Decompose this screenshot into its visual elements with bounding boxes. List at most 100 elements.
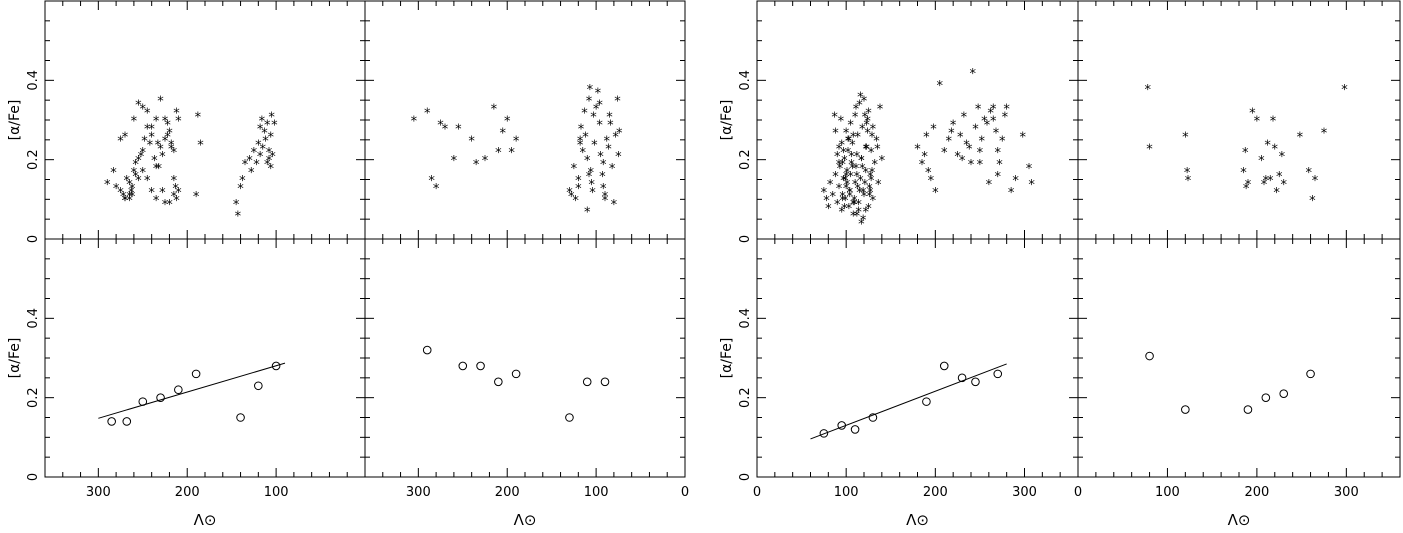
data-point: * — [140, 166, 147, 181]
panel-frame — [1077, 238, 1401, 478]
x-tick-label: 100 — [834, 485, 859, 500]
data-point: * — [1019, 130, 1026, 145]
data-point — [511, 369, 521, 379]
panel-right-top-left: 00.20.4[α/Fe]***************************… — [719, 0, 1079, 243]
data-point: * — [1280, 178, 1287, 193]
data-point — [837, 421, 847, 430]
data-point: * — [126, 178, 133, 193]
data-point: * — [842, 194, 849, 209]
data-point: * — [851, 194, 858, 209]
data-point: * — [850, 210, 857, 225]
data-point: * — [164, 118, 171, 133]
data-point: * — [869, 166, 876, 181]
data-point — [1306, 369, 1315, 379]
data-point: * — [849, 162, 856, 177]
y-axis-label: [α/Fe] — [7, 100, 23, 141]
x-tick-label: 200 — [175, 485, 200, 500]
data-point: * — [584, 206, 591, 221]
x-tick-label: 300 — [1334, 485, 1359, 500]
data-point: * — [948, 126, 955, 141]
panels-group: 00.20.4[α/Fe]***************************… — [7, 0, 1401, 529]
data-point: * — [257, 150, 264, 165]
data-point: * — [999, 134, 1006, 149]
data-point: * — [862, 111, 869, 126]
data-point: * — [950, 118, 957, 133]
data-point: * — [135, 154, 142, 169]
data-point: * — [853, 103, 860, 118]
data-point: * — [568, 190, 575, 205]
data-point: * — [945, 134, 952, 149]
data-point: * — [117, 186, 124, 201]
x-tick-label: 200 — [1244, 485, 1269, 500]
data-point: * — [268, 111, 275, 126]
data-point: * — [842, 174, 849, 189]
data-point: * — [162, 115, 169, 130]
data-point: * — [978, 134, 985, 149]
data-point: * — [588, 166, 595, 181]
data-point: * — [260, 142, 267, 157]
data-point: * — [877, 103, 884, 118]
y-tick-label: 0.4 — [738, 308, 753, 329]
data-point: * — [937, 79, 944, 94]
data-point: * — [963, 138, 970, 153]
data-point: * — [1245, 178, 1252, 193]
data-point: * — [1002, 111, 1009, 126]
data-point: * — [847, 170, 854, 185]
data-point: * — [834, 150, 841, 165]
data-point: * — [1249, 107, 1256, 122]
data-point: * — [604, 134, 611, 149]
data-point — [600, 377, 610, 387]
data-point: * — [870, 122, 877, 137]
data-point: * — [104, 178, 111, 193]
x-axis-label: Λ⊙ — [906, 511, 929, 529]
data-point: * — [566, 186, 573, 201]
data-point: * — [977, 146, 984, 161]
x-axis-label: Λ⊙ — [514, 511, 537, 529]
data-point: * — [135, 174, 142, 189]
data-point: * — [852, 178, 859, 193]
data-point: * — [433, 182, 440, 197]
data-point: * — [239, 174, 246, 189]
x-tick-label: 200 — [923, 485, 948, 500]
data-point: * — [858, 154, 865, 169]
data-point: * — [873, 134, 880, 149]
data-point: * — [193, 190, 200, 205]
data-point: * — [129, 190, 136, 205]
data-point: * — [838, 138, 845, 153]
data-point: * — [131, 115, 138, 130]
panel-left-bottom-left: 0 0.2 0.4[α/Fe] 300 200 100 Λ⊙ — [7, 238, 366, 529]
data-point: * — [843, 126, 850, 141]
y-tick-label: 0 — [26, 473, 41, 481]
data-point: * — [836, 158, 843, 173]
data-point: * — [841, 154, 848, 169]
data-point: * — [1185, 174, 1192, 189]
data-point: * — [832, 126, 839, 141]
data-point: * — [513, 134, 520, 149]
data-point: * — [848, 158, 855, 173]
data-point: * — [586, 95, 593, 110]
data-point: * — [268, 162, 275, 177]
data-point: * — [589, 186, 596, 201]
data-point: * — [1276, 170, 1283, 185]
data-point: * — [157, 95, 164, 110]
panel-frame — [756, 0, 1079, 240]
data-point — [476, 361, 485, 371]
data-point: * — [612, 130, 619, 145]
data-point: * — [242, 158, 249, 173]
data-point: * — [868, 174, 875, 189]
data-point: * — [616, 126, 623, 141]
data-point: * — [153, 115, 160, 130]
data-point: * — [248, 166, 255, 181]
data-point — [271, 361, 281, 371]
panel-frame — [364, 238, 686, 478]
data-point: * — [854, 150, 861, 165]
data-point: * — [508, 146, 515, 161]
panel-left-bottom-right: 300 200 100 0 Λ⊙ — [364, 238, 689, 529]
data-point: * — [264, 158, 271, 173]
data-point: * — [132, 170, 139, 185]
x-tick-label: 300 — [86, 485, 111, 500]
data-point: * — [832, 170, 839, 185]
y-axis-label: [α/Fe] — [719, 338, 735, 379]
data-point: * — [972, 122, 979, 137]
data-point: * — [850, 198, 857, 213]
